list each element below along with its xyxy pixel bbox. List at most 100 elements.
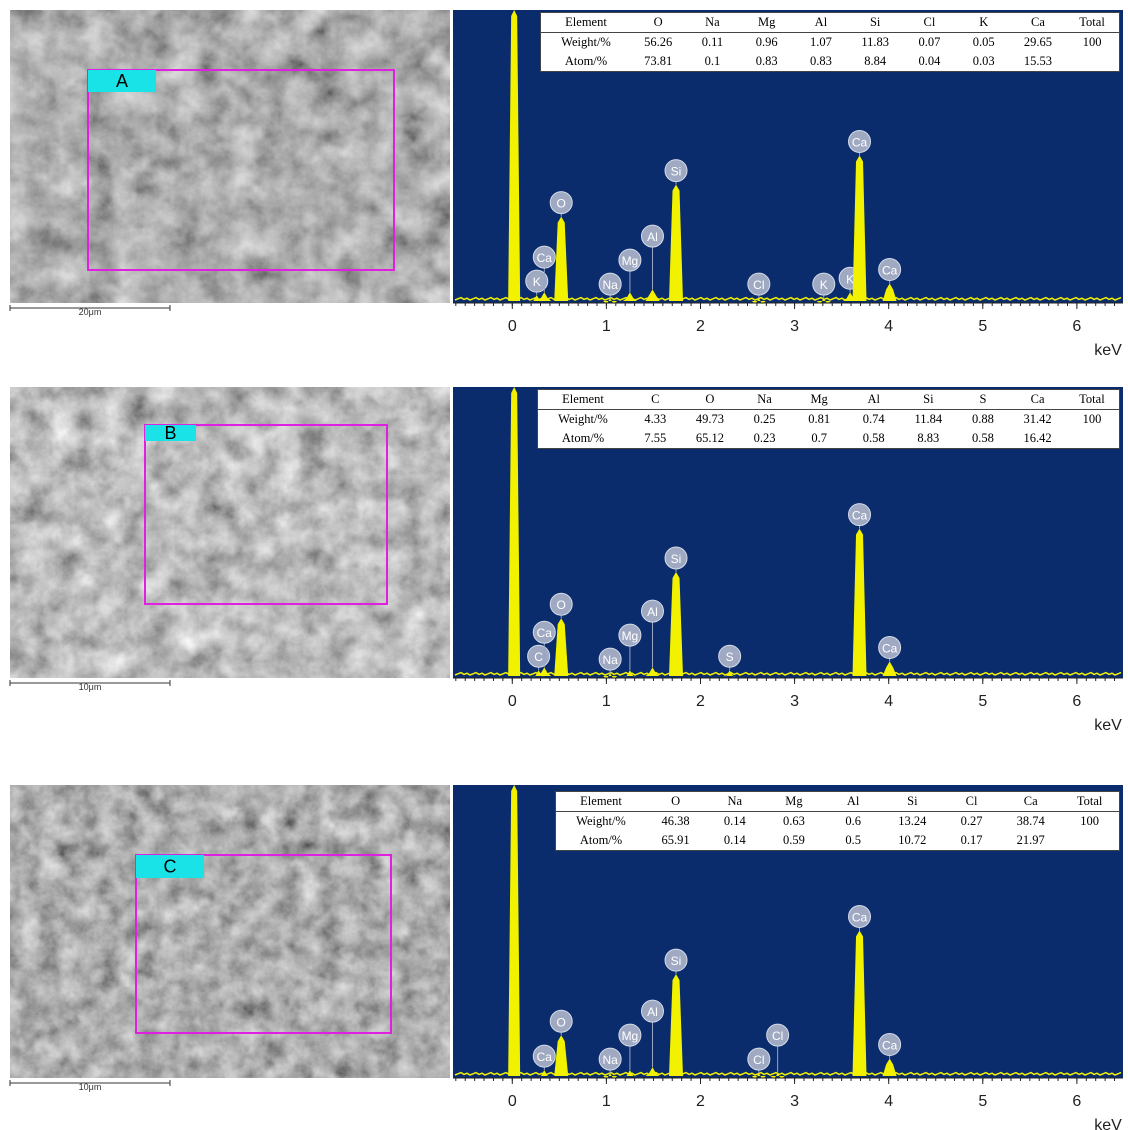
table-row: Weight/% 46.38 0.14 0.63 0.6 13.24 0.27 38.74 10… [556,812,1120,832]
table-cell: O [631,12,686,33]
peak-label-bg [878,258,902,282]
table-cell: 21.97 [1016,833,1045,847]
x-tick-label: 6 [1072,1093,1081,1110]
table-cell: 0.7 [811,431,827,445]
x-tick-label: 0 [508,318,517,335]
table-cell: Cl [902,12,957,33]
table-cell: Na [685,12,740,33]
table-cell: Total [1060,791,1120,812]
table-cell: 0.74 [862,412,885,426]
peak-label: Ca [882,1039,898,1053]
table-cell: 0.14 [723,833,746,847]
x-axis-label: keV [1094,717,1122,734]
peak-label-bg [747,272,771,296]
table-cell: 0.58 [862,431,885,445]
x-tick-label: 2 [696,1093,705,1110]
table-cell: 0.11 [701,35,724,49]
x-tick-label: 2 [696,318,705,335]
table-cell: Si [882,791,942,812]
table-row: Weight/% 56.26 0.11 0.96 1.07 11.83 0.07 0.05 29… [541,33,1120,53]
table-cell: 0.58 [972,431,994,445]
x-tick-label: 3 [790,1093,799,1110]
peak-label: Ca [537,1050,553,1064]
peak-label-bg [618,623,642,647]
table-row: Weight/% 4.33 49.73 0.25 0.81 0.74 11.84 0.88 31… [538,410,1120,430]
x-tick-label: 5 [978,693,987,710]
table-cell: Na [705,791,765,812]
peak-label-bg [598,647,622,671]
scale-bar-label: 10μm [79,682,102,692]
scale-bar-label: 10μm [79,1082,102,1092]
table-cell: 0.96 [755,35,778,49]
table-row: Atom/% 65.91 0.14 0.59 0.5 10.72 0.17 21.97 [556,831,1120,851]
element-table: Element C O Na Mg Al Si S Ca Total Weight/% 4.33 49.… [537,389,1120,449]
table-cell: 0.83 [755,54,778,68]
peak-label: Na [602,278,618,292]
table-cell [1065,429,1120,449]
x-tick-label: 0 [508,1093,517,1110]
table-cell: 31.42 [1023,412,1052,426]
table-cell: 0.04 [918,54,941,68]
table-cell: 65.12 [695,431,724,445]
table-cell: 13.24 [898,814,927,828]
table-cell: 0.5 [845,833,861,847]
peak-label: Si [671,954,682,968]
x-tick-label: 1 [602,693,611,710]
table-cell: Cl [941,791,1002,812]
table-cell: 11.84 [914,412,943,426]
peak-label: K [846,272,854,286]
table-cell: 0.81 [808,412,831,426]
peak-label: Mg [622,254,639,268]
table-cell: 49.73 [695,412,724,426]
spectrum-peak [645,289,660,301]
x-axis-label: keV [1094,1117,1122,1130]
table-cell: 46.38 [661,814,690,828]
peak-label-bg [766,1023,790,1047]
x-tick-label: 6 [1072,318,1081,335]
table-cell: 0.17 [960,833,983,847]
table-cell: 0.25 [753,412,776,426]
peak-label: Na [602,653,618,667]
spectrum-peak [537,1070,552,1077]
peak-label: Ca [537,626,553,640]
peak-label: Na [602,1053,618,1067]
x-tick-label: 4 [884,693,893,710]
peak-label-bg [664,546,688,570]
peak-label: Al [647,605,658,619]
element-table: Element O Na Mg Al Si Cl Ca Total Weight/% 46.38 0.… [555,791,1120,851]
table-cell: 0.63 [783,814,805,828]
table-cell: 8.83 [917,431,940,445]
table-cell: 0.59 [783,833,805,847]
peak-label-bg [664,948,688,972]
table-cell: Na [737,389,792,410]
table-cell: Ca [1010,12,1066,33]
table-cell: Weight/% [558,412,608,426]
x-tick-label: 3 [790,318,799,335]
sem-image [10,785,450,1078]
spectrum-peak [622,292,637,301]
peak-label: Al [647,1005,658,1019]
table-cell: 38.74 [1016,814,1045,828]
table-cell: 29.65 [1023,35,1053,49]
peak-label: O [557,1015,566,1029]
peak-label: Ca [852,136,868,150]
spectrum-peak [531,670,546,677]
table-row: Element O Na Mg Al Si Cl K Ca Total [540,12,1120,33]
table-cell: Total [1064,389,1120,410]
peak-label: O [557,197,566,211]
peak-label: Mg [622,1029,639,1043]
peak-label-bg [640,224,664,248]
peak-label-bg [812,272,836,296]
table-cell [1060,831,1119,851]
peak-label-bg [618,248,642,272]
peak-label-bg [549,592,573,616]
table-cell: Atom/% [561,431,605,445]
peak-label-bg [878,636,902,660]
peak-label-bg [618,1023,642,1047]
table-cell: 100 [1082,412,1102,426]
table-cell: Atom/% [579,833,623,847]
spectrum-peak [622,670,637,677]
table-cell: 1.07 [809,35,832,49]
scale-bar-label: 20μm [79,307,102,317]
